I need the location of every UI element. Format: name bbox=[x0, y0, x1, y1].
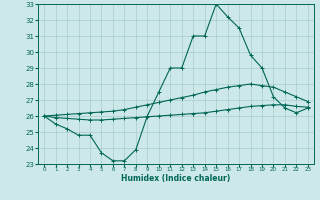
X-axis label: Humidex (Indice chaleur): Humidex (Indice chaleur) bbox=[121, 174, 231, 183]
